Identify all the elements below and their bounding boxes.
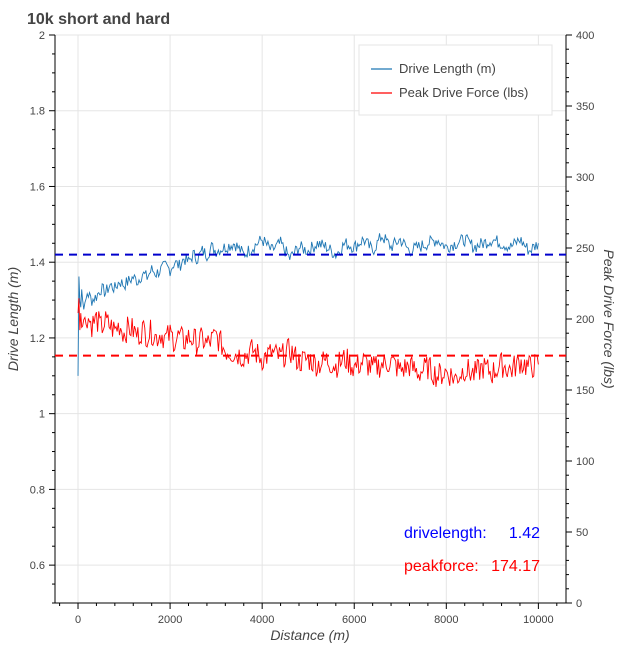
y2-tick-label: 200 [576, 314, 594, 326]
x-tick-label: 10000 [523, 614, 554, 626]
y-tick-label: 1.4 [30, 257, 45, 269]
y-tick-label: 0.6 [30, 560, 45, 572]
series-group [77, 233, 539, 387]
y-tick-label: 1.8 [30, 106, 45, 118]
reference-lines [55, 253, 566, 357]
x-tick-label: 2000 [158, 614, 182, 626]
y-tick-label: 0.8 [30, 484, 45, 496]
x-tick-label: 0 [75, 614, 81, 626]
axes: 0 2000 4000 6000 8000 100000.60.811.21.41.61.… [30, 30, 595, 626]
legend-label-peak-force: Peak Drive Force (lbs) [399, 85, 528, 100]
y2-tick-label: 300 [576, 172, 594, 184]
annotations: drivelength: 1.42 peakforce: 174.17 [404, 525, 540, 575]
y2-tick-label: 400 [576, 30, 594, 42]
y2-axis-title: Peak Drive Force (lbs) [601, 249, 617, 388]
series-line-peak-force [77, 298, 539, 387]
annotation-peakforce-value: 174.17 [491, 558, 540, 575]
chart-title: 10k short and hard [27, 11, 170, 28]
y2-tick-label: 350 [576, 101, 594, 113]
x-tick-label: 8000 [434, 614, 458, 626]
annotation-drivelength-value: 1.42 [509, 525, 540, 542]
y-axis-title: Drive Length (m) [5, 267, 21, 371]
y-tick-label: 1 [39, 409, 45, 421]
y2-tick-label: 0 [576, 598, 582, 610]
y2-tick-label: 250 [576, 243, 594, 255]
legend-box [358, 44, 553, 116]
y-tick-label: 1.6 [30, 181, 45, 193]
legend-label-drive-length: Drive Length (m) [399, 61, 496, 76]
y2-tick-label: 50 [576, 527, 588, 539]
y-tick-label: 2 [39, 30, 45, 42]
y2-tick-label: 100 [576, 456, 594, 468]
series-line-drive-length [77, 233, 539, 376]
y-tick-label: 1.2 [30, 333, 45, 345]
x-tick-label: 4000 [250, 614, 274, 626]
annotation-peakforce-label: peakforce: [404, 558, 479, 575]
x-tick-label: 6000 [342, 614, 366, 626]
legend: Drive Length (m) Peak Drive Force (lbs) [358, 44, 553, 116]
annotation-drivelength-label: drivelength: [404, 525, 487, 542]
x-axis-title: Distance (m) [270, 627, 349, 643]
y2-tick-label: 150 [576, 385, 594, 397]
